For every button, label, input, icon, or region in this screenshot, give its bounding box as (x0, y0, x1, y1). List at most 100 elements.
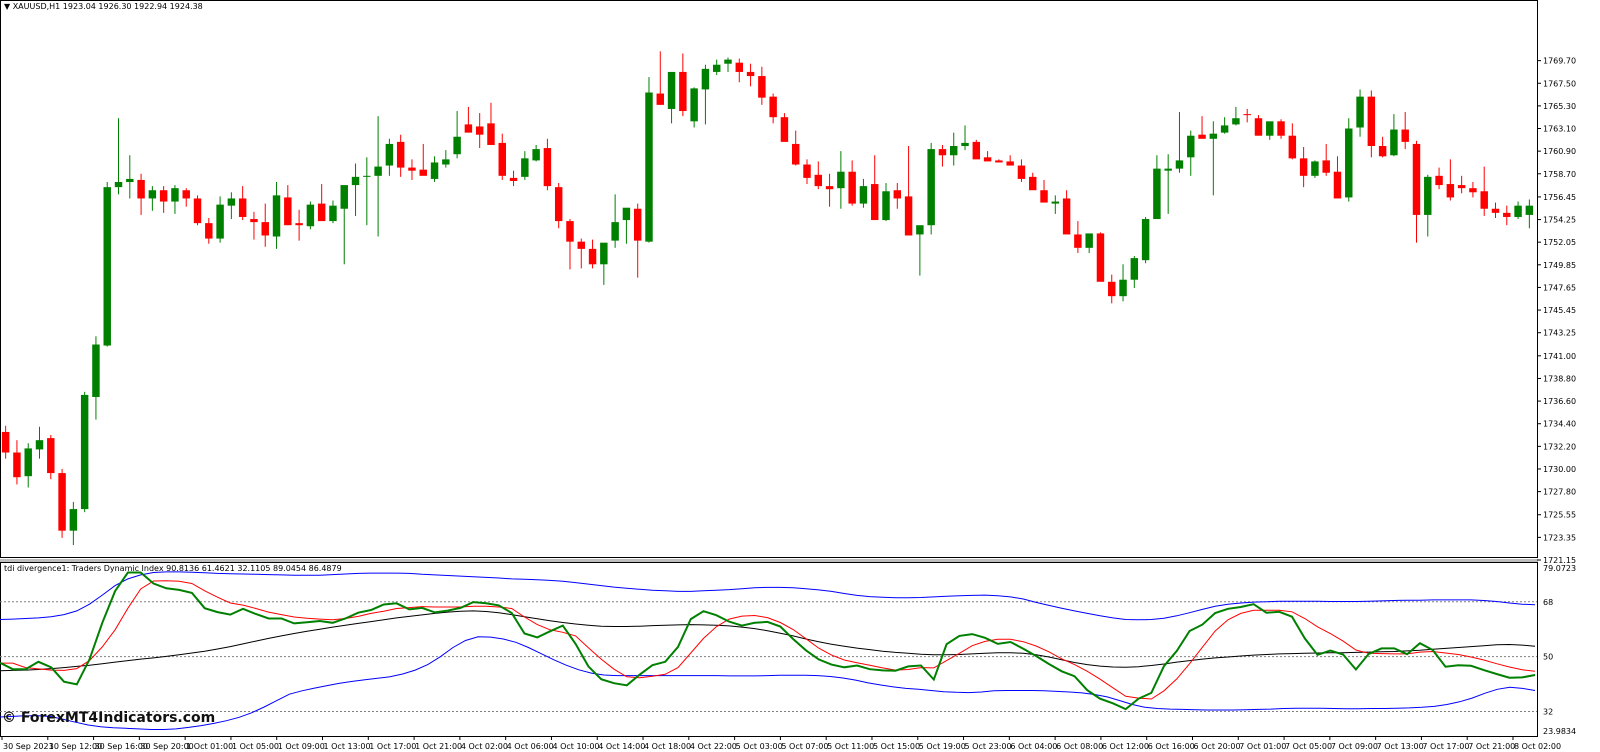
time-tick-label: 8 Oct 02:00 (1514, 742, 1561, 751)
candle-body (58, 473, 66, 531)
candle (803, 159, 811, 185)
candle (521, 151, 529, 180)
candle (261, 203, 269, 247)
candle-body (995, 160, 1003, 163)
candle-body (1096, 233, 1105, 282)
candle (645, 77, 653, 243)
candle (1198, 116, 1206, 139)
candle-body (509, 177, 518, 181)
candle (893, 183, 902, 209)
candle-body (1288, 135, 1297, 159)
candle-body (701, 68, 710, 90)
candle-body (1345, 128, 1353, 198)
price-tick-label: 1732.20 (1543, 442, 1576, 451)
candle-body (1333, 171, 1342, 199)
candle (554, 183, 563, 229)
price-tick-label: 1749.85 (1543, 261, 1576, 270)
indicator-tick-label: 32 (1543, 708, 1553, 717)
candle-body (791, 143, 800, 165)
time-tick-label: 6 Oct 16:00 (1148, 742, 1195, 751)
candle (103, 182, 111, 347)
candle-body (1322, 160, 1330, 173)
candle (1096, 232, 1105, 282)
candle-body (690, 88, 698, 122)
price-tick-label: 1763.10 (1543, 125, 1576, 134)
candle-body (1198, 134, 1206, 139)
candle (735, 58, 744, 83)
candle (904, 146, 913, 236)
candle (13, 440, 21, 485)
candle (295, 209, 303, 241)
candle-body (870, 184, 879, 221)
candle-body (882, 191, 890, 221)
candle (600, 242, 608, 285)
price-tick-label: 1727.80 (1543, 488, 1576, 497)
candle (859, 178, 868, 208)
candle-body (1153, 168, 1161, 220)
candle (306, 201, 315, 230)
candle-body (1141, 219, 1150, 261)
candle-body (306, 204, 315, 227)
candle-body (848, 171, 856, 204)
time-tick-label: 6 Oct 08:00 (1056, 742, 1103, 751)
time-tick-label: 6 Oct 12:00 (1102, 742, 1149, 751)
candle-body (983, 157, 992, 162)
pane-separator[interactable] (0, 559, 1538, 562)
candle-body (1356, 96, 1364, 128)
time-tick-label: 5 Oct 07:00 (781, 742, 828, 751)
candle (780, 113, 789, 142)
candle (126, 155, 134, 199)
candle (916, 225, 924, 276)
candle (543, 138, 552, 191)
candle (193, 195, 202, 226)
candle (1254, 115, 1263, 136)
candle-body (227, 198, 236, 206)
candle (972, 139, 981, 160)
candle-body (1412, 143, 1421, 215)
time-tick-label: 4 Oct 02:00 (461, 742, 508, 751)
candle (588, 239, 597, 269)
candle-body (656, 93, 665, 105)
candle-body (148, 190, 157, 199)
candle (667, 71, 676, 124)
candle (882, 183, 890, 222)
candle (1457, 175, 1466, 194)
candle-body (1299, 158, 1308, 176)
candle-body (1062, 198, 1071, 235)
candle-body (1311, 161, 1319, 176)
candle-body (1074, 234, 1082, 248)
candle-body (1085, 233, 1093, 248)
candle (182, 188, 190, 207)
indicator-header: tdi divergence1: Traders Dynamic Index 9… (4, 564, 342, 573)
candle (396, 134, 405, 177)
candle-body (803, 164, 811, 178)
candle-body (408, 167, 416, 171)
time-tick-label: 5 Oct 23:00 (965, 742, 1012, 751)
candle (419, 143, 427, 176)
candle (453, 111, 461, 159)
indicator-tick-label: 50 (1543, 653, 1553, 662)
candle (837, 151, 845, 209)
candle (577, 238, 585, 269)
candle-body (1424, 176, 1432, 215)
candle-body (1051, 201, 1060, 204)
candle-body (1220, 125, 1229, 133)
candle-body (735, 62, 744, 72)
candle-body (1480, 191, 1488, 209)
candle (825, 173, 834, 207)
candle (1378, 136, 1387, 158)
candle-body (193, 198, 202, 224)
candle-body (1525, 205, 1534, 215)
candle (58, 468, 66, 538)
candle (1187, 130, 1195, 176)
candle-body (1277, 121, 1285, 136)
symbol-dropdown-icon[interactable]: ▼ (4, 2, 11, 11)
candle-body (521, 158, 529, 177)
candle (69, 501, 78, 546)
time-tick-label: 4 Oct 22:00 (690, 742, 737, 751)
candle (1401, 112, 1409, 150)
candle-body (182, 190, 190, 199)
candle (1108, 274, 1116, 304)
